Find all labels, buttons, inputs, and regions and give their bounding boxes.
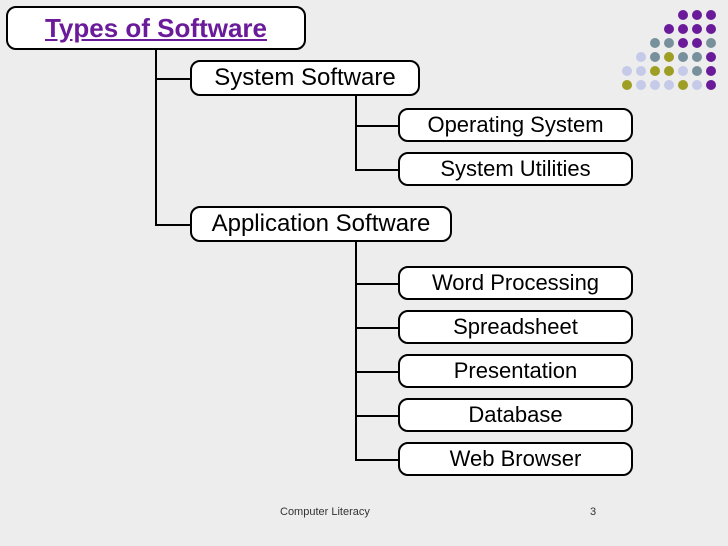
node-application-software: Application Software (190, 206, 452, 242)
decorative-dot (692, 38, 702, 48)
node-label: Operating System (427, 112, 603, 138)
connector (155, 224, 190, 226)
connector (355, 327, 398, 329)
decorative-dot (678, 24, 688, 34)
decorative-dot (650, 80, 660, 90)
decorative-dot (706, 52, 716, 62)
connector (355, 459, 398, 461)
connector (355, 283, 398, 285)
connector (355, 371, 398, 373)
decorative-dot (678, 80, 688, 90)
decorative-dot (622, 66, 632, 76)
decorative-dot (706, 24, 716, 34)
page-number: 3 (590, 506, 596, 518)
decorative-dot (692, 80, 702, 90)
node-label: Database (468, 402, 562, 428)
node-system-software: System Software (190, 60, 420, 96)
node-label: Web Browser (450, 446, 582, 472)
node-operating-system: Operating System (398, 108, 633, 142)
decorative-dot (650, 38, 660, 48)
decorative-dot (692, 66, 702, 76)
connector (355, 125, 398, 127)
connector (355, 242, 357, 461)
node-label: Spreadsheet (453, 314, 578, 340)
root-label: Types of Software (45, 13, 267, 44)
root-node: Types of Software (6, 6, 306, 50)
decorative-dot (678, 10, 688, 20)
decorative-dot (664, 66, 674, 76)
node-label: Application Software (212, 210, 431, 238)
decorative-dot (706, 80, 716, 90)
decorative-dot (636, 52, 646, 62)
footer-page-number: 3 (590, 506, 596, 518)
node-web-browser: Web Browser (398, 442, 633, 476)
node-label: System Software (214, 64, 395, 92)
decorative-dot (636, 80, 646, 90)
connector (355, 169, 398, 171)
node-spreadsheet: Spreadsheet (398, 310, 633, 344)
connector (355, 415, 398, 417)
decorative-dot (650, 66, 660, 76)
connector (155, 50, 157, 224)
decorative-dot (678, 66, 688, 76)
node-word-processing: Word Processing (398, 266, 633, 300)
decorative-dots (622, 10, 720, 94)
decorative-dot (622, 80, 632, 90)
decorative-dot (706, 10, 716, 20)
decorative-dot (692, 24, 702, 34)
decorative-dot (692, 52, 702, 62)
decorative-dot (706, 66, 716, 76)
decorative-dot (692, 10, 702, 20)
decorative-dot (664, 24, 674, 34)
decorative-dot (678, 52, 688, 62)
node-database: Database (398, 398, 633, 432)
connector (355, 96, 357, 171)
footer-title: Computer Literacy (280, 506, 370, 518)
decorative-dot (664, 38, 674, 48)
decorative-dot (636, 66, 646, 76)
decorative-dot (678, 38, 688, 48)
node-presentation: Presentation (398, 354, 633, 388)
decorative-dot (664, 52, 674, 62)
connector (155, 78, 190, 80)
footer-label: Computer Literacy (280, 506, 370, 518)
node-label: Word Processing (432, 270, 599, 296)
decorative-dot (664, 80, 674, 90)
node-system-utilities: System Utilities (398, 152, 633, 186)
node-label: System Utilities (440, 156, 590, 182)
decorative-dot (706, 38, 716, 48)
node-label: Presentation (454, 358, 578, 384)
decorative-dot (650, 52, 660, 62)
